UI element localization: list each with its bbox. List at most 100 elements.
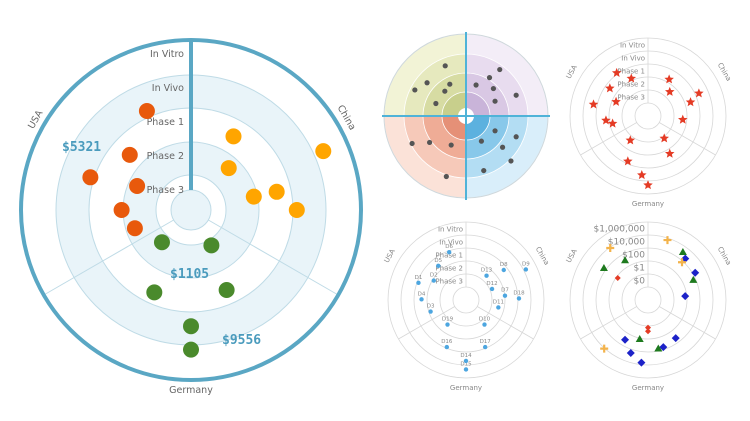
sector-label-germany: Germany xyxy=(632,384,664,392)
star-point xyxy=(643,180,653,190)
quadrant-point xyxy=(492,98,498,104)
data-point-china xyxy=(245,188,262,205)
star-point xyxy=(659,133,670,143)
data-point-usa xyxy=(138,102,155,119)
triangle-point xyxy=(678,247,687,255)
data-point-germany xyxy=(146,284,163,301)
ring-label: $1 xyxy=(634,264,645,274)
cross-point xyxy=(606,244,615,253)
grid-spoke xyxy=(580,306,637,340)
cross-point xyxy=(678,258,687,267)
diamond-red-point xyxy=(614,275,621,282)
triangle-point xyxy=(635,334,644,342)
star-point xyxy=(664,148,675,158)
sector-divider xyxy=(43,219,174,296)
quadrant-point xyxy=(426,139,433,146)
star-point xyxy=(623,156,633,166)
triangle-point xyxy=(689,275,698,283)
polar-grid-3: In Vitro In Vivo Phase 1 Phase 2 Phase 3 USA C… xyxy=(383,221,551,392)
quadrant-band xyxy=(465,91,491,117)
data-point-germany xyxy=(218,282,235,299)
data-point-china xyxy=(268,183,285,200)
diamond-point xyxy=(637,358,646,367)
ring-label: Phase 3 xyxy=(617,94,645,102)
sector-label-usa: USA xyxy=(565,64,579,81)
sector-label-usa: USA xyxy=(565,248,579,265)
outer-frame xyxy=(19,38,363,382)
labelled-point xyxy=(445,322,450,327)
quadrant-point xyxy=(497,66,503,73)
ring-label: In Vitro xyxy=(438,226,463,234)
sector-label-china: China xyxy=(534,245,551,266)
diamond-point xyxy=(671,334,680,343)
grid-spoke xyxy=(398,306,455,340)
diamond-point xyxy=(621,335,630,344)
point-label: D15 xyxy=(460,361,472,367)
sector-divider xyxy=(208,219,339,296)
star-point xyxy=(694,88,704,98)
labelled-point xyxy=(444,344,450,350)
labelled-point xyxy=(431,278,436,283)
star-point xyxy=(664,74,674,84)
value-annotation: $1105 xyxy=(170,267,209,282)
diamond-point xyxy=(691,268,700,277)
quadrant-point xyxy=(443,173,449,180)
labelled-point xyxy=(482,322,487,327)
ring-label: Phase 3 xyxy=(147,185,184,196)
labelled-point xyxy=(484,273,489,278)
ring-label: $10,000 xyxy=(608,238,645,248)
quadrant-point xyxy=(442,63,448,69)
ring-label: In Vivo xyxy=(621,55,645,63)
point-label: D4 xyxy=(418,291,426,297)
diamond-point xyxy=(681,254,690,263)
star-point xyxy=(665,86,675,96)
quadrant-point xyxy=(433,100,439,107)
point-label: D19 xyxy=(442,317,454,323)
quadrant-point xyxy=(499,144,506,150)
triangle-point xyxy=(621,256,630,264)
data-point-germany xyxy=(183,318,199,335)
grid-spoke xyxy=(580,122,637,156)
point-label: D16 xyxy=(441,339,453,345)
star-point xyxy=(588,99,599,109)
sector-label-china: China xyxy=(716,61,733,82)
value-annotation: $5321 xyxy=(62,140,101,155)
quadrant-point xyxy=(481,167,487,174)
quadrant-point xyxy=(442,88,448,94)
ring-label: In Vitro xyxy=(620,42,645,50)
point-label: D5 xyxy=(434,258,442,264)
data-point-usa xyxy=(113,202,130,218)
polar-grid-4: $1,000,000 $10,000 $100 $1 $0 USA China Germany xyxy=(565,221,733,392)
grid-spoke xyxy=(477,306,534,340)
cross-point xyxy=(600,344,609,353)
labelled-point xyxy=(516,296,522,301)
point-label: D8 xyxy=(500,262,508,268)
sector-label-china: China xyxy=(716,245,733,266)
ring-label: Phase 2 xyxy=(147,151,184,162)
data-point-germany xyxy=(153,234,170,251)
quadrant-point xyxy=(513,92,519,98)
diamond-point xyxy=(681,292,690,301)
star-point xyxy=(626,73,637,83)
polar-grid-2: In Vitro In Vivo Phase 1 Phase 2 Phase 3 USA C… xyxy=(565,37,733,208)
quadrant-point xyxy=(473,82,479,88)
quadrant-point xyxy=(409,140,415,147)
quadrant-point xyxy=(424,80,430,86)
data-point-usa xyxy=(126,220,143,237)
star-point xyxy=(607,118,618,128)
triangle-point xyxy=(654,344,663,352)
star-point xyxy=(625,135,636,145)
star-point xyxy=(611,96,621,106)
data-point-usa xyxy=(129,178,146,195)
quadrant-point xyxy=(508,158,514,164)
point-label: D3 xyxy=(427,304,435,310)
quadrant-point xyxy=(447,81,453,87)
quadrant-point xyxy=(412,87,418,93)
star-point xyxy=(685,97,696,107)
grid-ring xyxy=(634,286,662,314)
point-label: D14 xyxy=(460,353,472,359)
data-point-usa xyxy=(121,146,138,163)
star-point xyxy=(611,67,622,77)
